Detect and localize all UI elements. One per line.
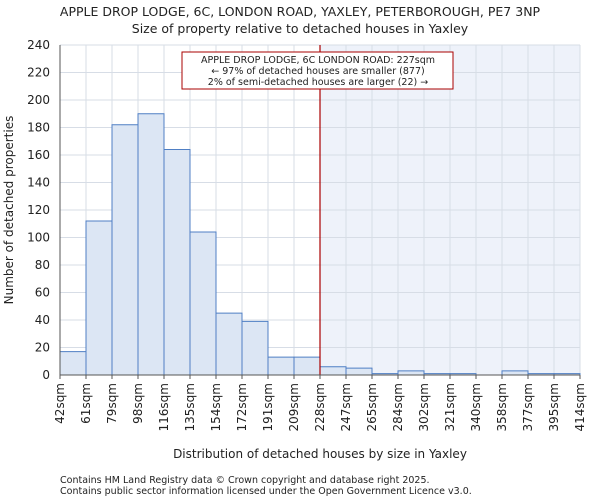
annotation-line-2: ← 97% of detached houses are smaller (87… (211, 66, 424, 77)
y-tick-label: 240 (27, 38, 50, 52)
histogram-bar (163, 149, 191, 376)
x-tick-label: 340sqm (469, 383, 483, 431)
x-tick-label: 265sqm (365, 383, 379, 431)
x-tick-label: 209sqm (287, 383, 301, 431)
x-tick-label: 79sqm (105, 383, 119, 424)
y-axis-label: Number of detached properties (2, 116, 16, 305)
histogram-bar (137, 113, 165, 376)
histogram-bar (345, 367, 373, 376)
annotation-box: APPLE DROP LODGE, 6C LONDON ROAD: 227sqm… (181, 51, 454, 90)
histogram-bar (85, 220, 113, 376)
x-tick-label: 228sqm (313, 383, 327, 431)
x-tick-label: 358sqm (495, 383, 509, 431)
histogram-bar (293, 356, 321, 376)
histogram-bar (189, 231, 217, 376)
y-tick-label: 220 (27, 66, 50, 80)
x-tick-label: 377sqm (521, 383, 535, 431)
x-tick-label: 321sqm (443, 383, 457, 431)
y-tick-label: 0 (42, 368, 50, 382)
y-tick-label: 20 (35, 341, 50, 355)
x-tick-label: 98sqm (131, 383, 145, 424)
x-tick-label: 135sqm (183, 383, 197, 431)
y-tick-label: 120 (27, 203, 50, 217)
footer-line-2: Contains public sector information licen… (60, 486, 472, 497)
y-tick-label: 200 (27, 93, 50, 107)
x-tick-label: 414sqm (573, 383, 587, 431)
y-tick-label: 80 (35, 258, 50, 272)
x-tick-label: 61sqm (79, 383, 93, 424)
x-tick-label: 302sqm (417, 383, 431, 431)
chart-subtitle: Size of property relative to detached ho… (132, 21, 469, 36)
x-tick-label: 395sqm (547, 383, 561, 431)
x-tick-label: 116sqm (157, 383, 171, 431)
histogram-bar (501, 370, 529, 376)
y-tick-label: 40 (35, 313, 50, 327)
histogram-bar (215, 312, 243, 376)
y-tick-label: 180 (27, 121, 50, 135)
y-tick-labels: 0 20 40 60 80 100 120 140 160 180 200 220 240 (27, 38, 50, 382)
x-tick-label: 247sqm (339, 383, 353, 431)
x-tick-label: 154sqm (209, 383, 223, 431)
axes (59, 45, 581, 379)
y-tick-label: 100 (27, 231, 50, 245)
x-tick-label: 191sqm (261, 383, 275, 431)
annotation-frame (181, 51, 454, 90)
chart-title: APPLE DROP LODGE, 6C, LONDON ROAD, YAXLE… (60, 4, 541, 19)
histogram-bar (397, 370, 425, 376)
histogram-bar (111, 124, 139, 376)
footer-line-1: Contains HM Land Registry data © Crown c… (60, 475, 430, 486)
histogram-bar (319, 366, 347, 376)
histogram-bar (241, 320, 269, 376)
y-tick-label: 160 (27, 148, 50, 162)
histogram-bar (59, 351, 87, 376)
y-tick-label: 140 (27, 176, 50, 190)
x-tick-label: 42sqm (53, 383, 67, 424)
y-tick-label: 60 (35, 286, 50, 300)
x-tick-label: 172sqm (235, 383, 249, 431)
x-axis-label: Distribution of detached houses by size … (173, 447, 467, 461)
x-tick-label: 284sqm (391, 383, 405, 431)
x-tick-labels: 42sqm 61sqm 79sqm 98sqm 116sqm 135sqm 154sqm 17… (53, 383, 587, 431)
annotation-line-1: APPLE DROP LODGE, 6C LONDON ROAD: 227sqm (201, 55, 435, 66)
annotation-line-3: 2% of semi-detached houses are larger (2… (208, 77, 428, 88)
bars (59, 113, 581, 376)
histogram-bar (267, 356, 295, 376)
